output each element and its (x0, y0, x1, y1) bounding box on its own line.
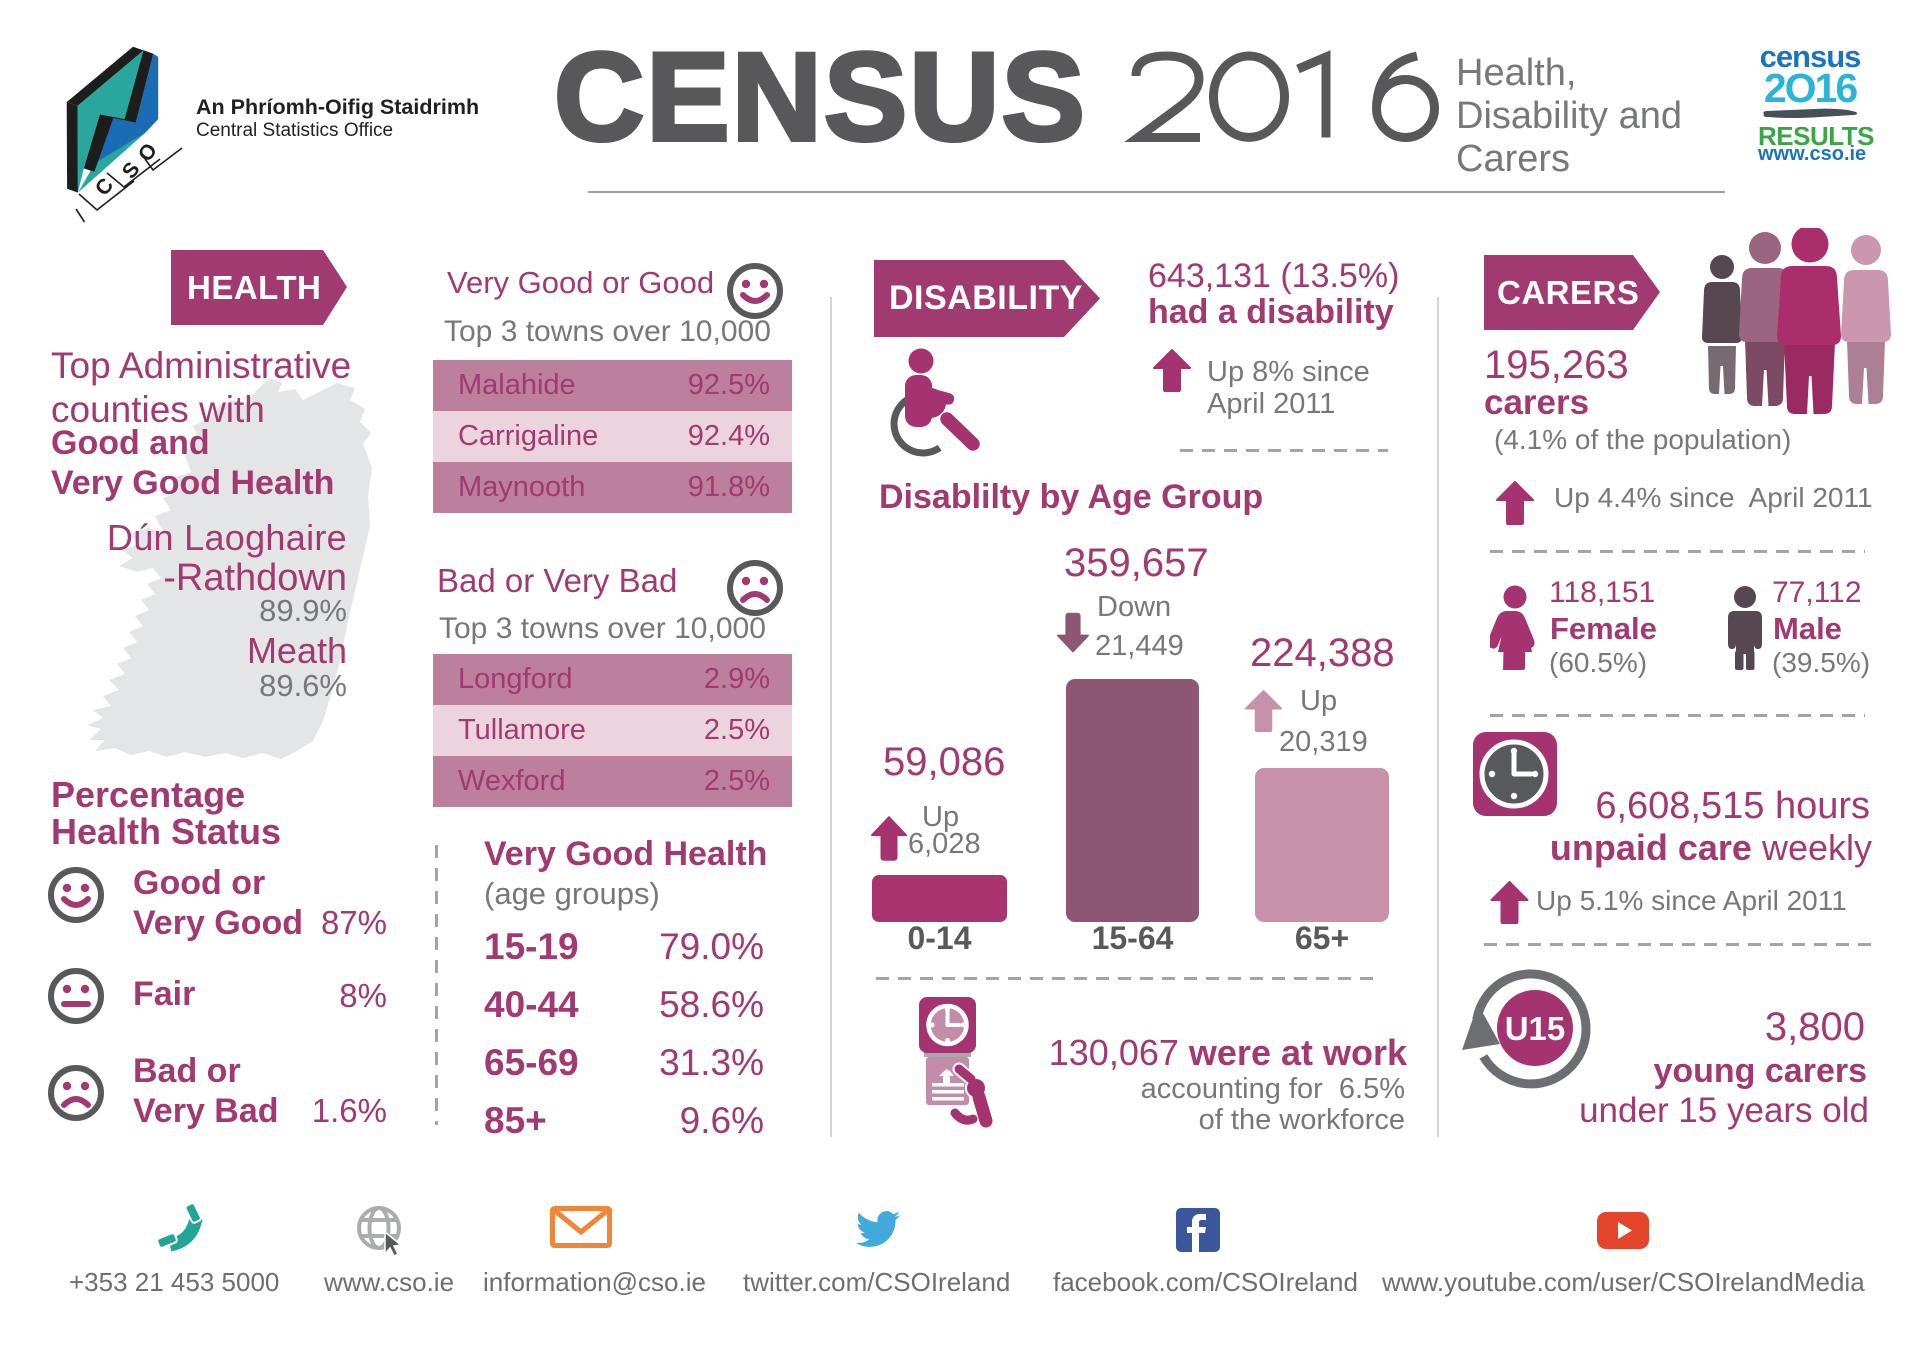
svg-text:S: S (118, 158, 145, 183)
svg-text:U15: U15 (1505, 1010, 1566, 1047)
